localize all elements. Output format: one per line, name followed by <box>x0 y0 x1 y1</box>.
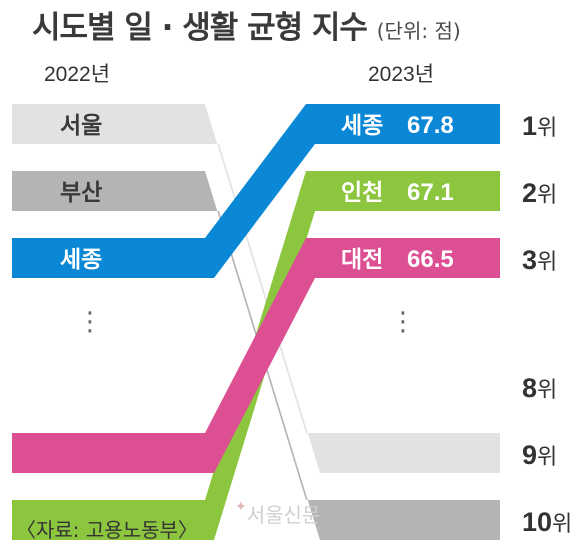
unit-label: (단위: 점) <box>376 19 461 43</box>
rank-number: 8 <box>522 373 537 403</box>
value-2023-daejeon: 66.5 <box>407 246 454 273</box>
band-busan <box>12 171 500 540</box>
rank-number: 2 <box>522 178 537 208</box>
rank-suffix: 위 <box>537 250 557 275</box>
rank-number: 3 <box>522 245 537 275</box>
band-daejeon <box>12 238 500 473</box>
ellipsis-2023: ⋮ <box>390 307 416 337</box>
watermark-text: 서울신문 <box>246 503 321 527</box>
label-2022-seoul: 서울 <box>60 113 102 139</box>
rank-label-8: 8위 <box>522 373 557 403</box>
label-2023-incheon: 인천 <box>341 180 383 206</box>
ellipsis-2022: ⋮ <box>77 307 103 337</box>
rank-label-9: 9위 <box>522 440 557 470</box>
rank-number: 1 <box>522 111 537 141</box>
rank-suffix: 위 <box>537 378 557 403</box>
rank-number: 10 <box>522 507 552 537</box>
label-2023-daejeon: 대전 <box>341 247 383 273</box>
label-2023-sejong: 세종 <box>341 113 383 139</box>
rank-suffix: 위 <box>552 512 572 537</box>
label-2022-busan: 부산 <box>60 180 102 206</box>
rank-suffix: 위 <box>537 116 557 141</box>
source-note: 〈자료: 고용노동부〉 <box>16 518 198 542</box>
rank-label-2: 2위 <box>522 178 557 208</box>
rank-number: 9 <box>522 440 537 470</box>
rank-suffix: 위 <box>537 445 557 470</box>
rank-label-10: 10위 <box>522 507 572 537</box>
band-seoul <box>12 104 500 473</box>
rank-suffix: 위 <box>537 183 557 208</box>
watermark: ✦서울신문 <box>235 499 320 528</box>
value-2023-incheon: 67.1 <box>407 179 454 206</box>
period-label-2023: 2023년 <box>368 63 435 86</box>
value-2023-sejong: 67.8 <box>407 112 454 139</box>
band-sejong <box>12 104 500 278</box>
rank-label-1: 1위 <box>522 111 557 141</box>
chart-title-text: 시도별 일 · 생활 균형 지수 <box>32 10 368 46</box>
chart-title: 시도별 일 · 생활 균형 지수 (단위: 점) <box>32 2 461 47</box>
label-2022-sejong: 세종 <box>60 247 102 273</box>
rank-label-3: 3위 <box>522 245 557 275</box>
watermark-mark-icon: ✦ <box>235 499 247 515</box>
period-label-2022: 2022년 <box>44 63 111 86</box>
